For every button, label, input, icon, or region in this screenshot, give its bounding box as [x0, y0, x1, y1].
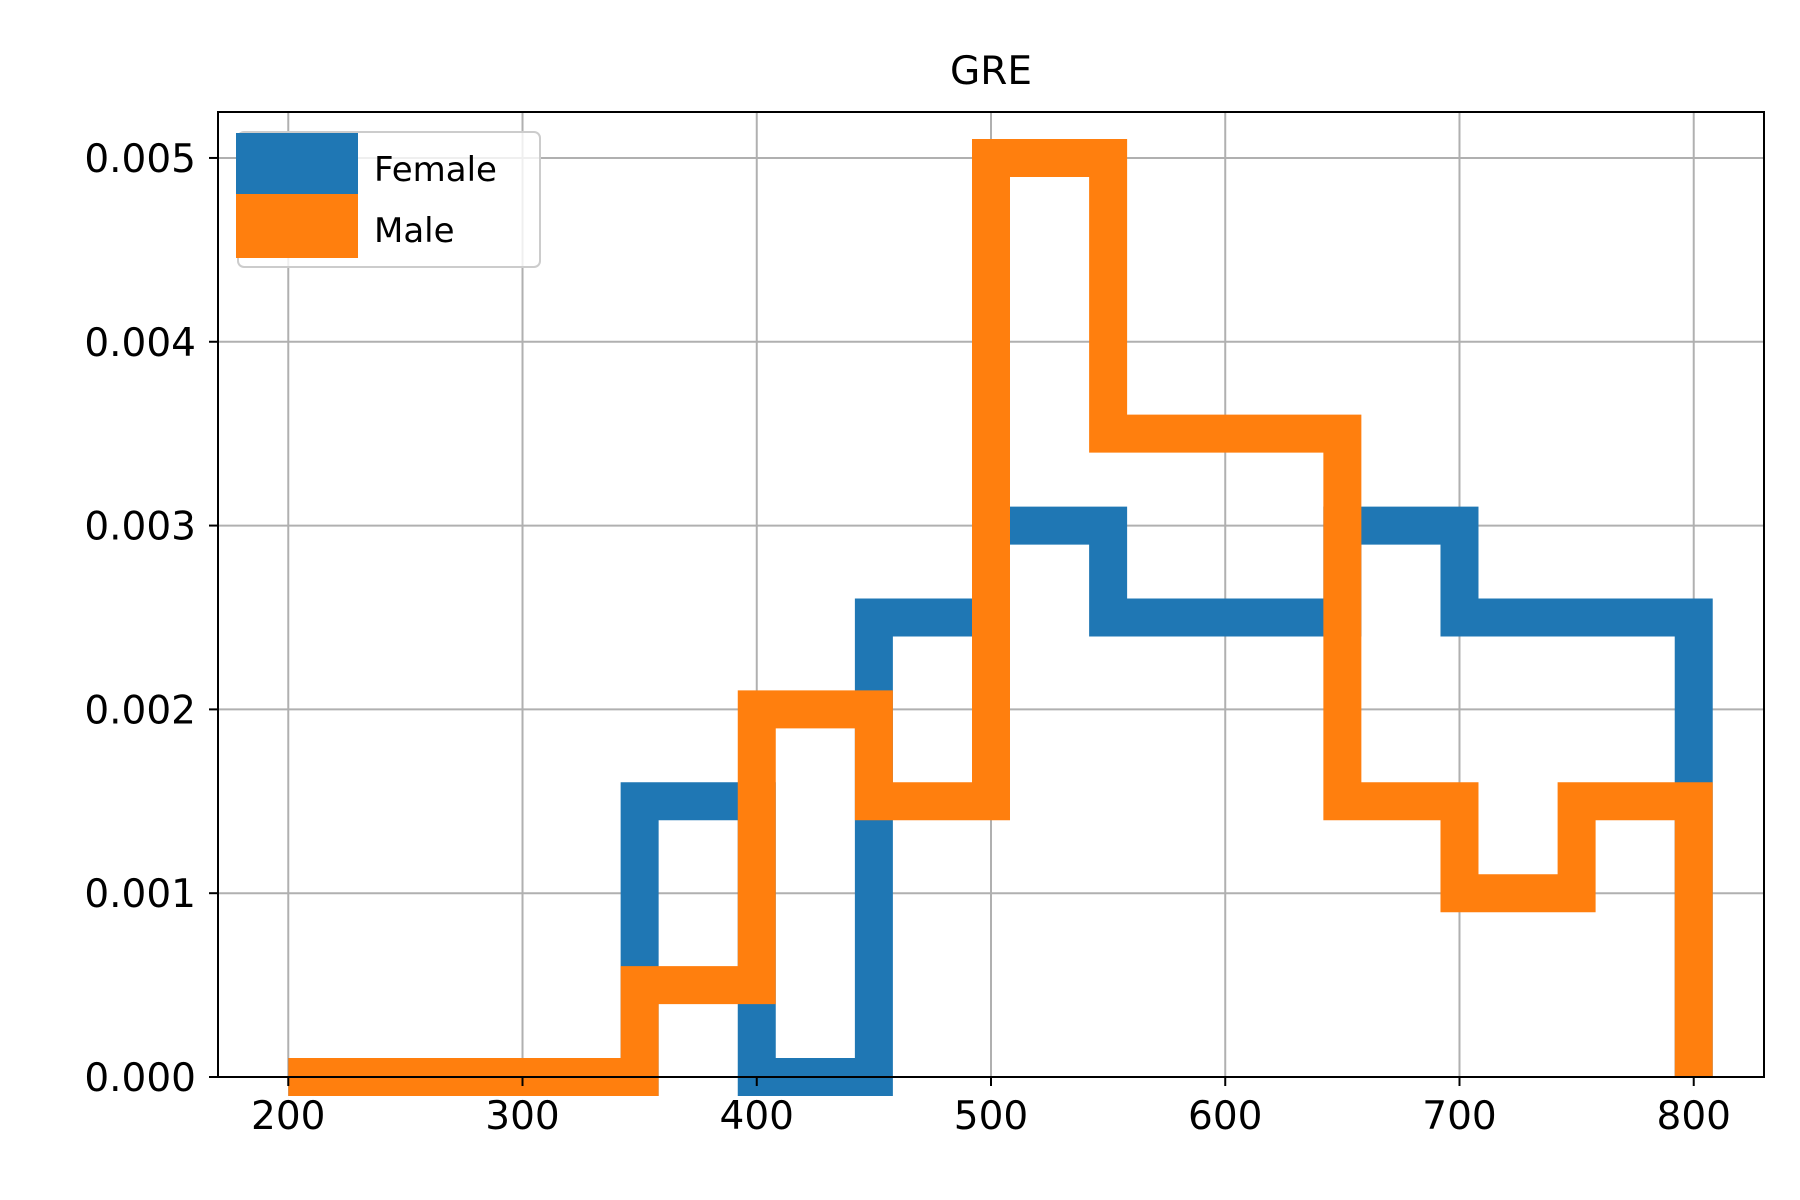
x-tick-label: 400 — [720, 1094, 794, 1139]
y-tick-label: 0.002 — [84, 688, 196, 733]
x-tick-label: 200 — [251, 1094, 325, 1139]
histogram-series-male — [288, 138, 1713, 1096]
x-tick-label: 600 — [1188, 1094, 1262, 1139]
legend-swatch-male — [236, 194, 358, 258]
chart-title: GRE — [950, 49, 1032, 94]
y-tick-label: 0.001 — [84, 872, 196, 917]
legend-swatch-female — [236, 133, 358, 197]
y-tick-label: 0.003 — [84, 505, 196, 550]
y-tick-label: 0.000 — [84, 1056, 196, 1101]
y-tick-label: 0.004 — [84, 321, 196, 366]
y-tick-label: 0.005 — [84, 137, 196, 182]
legend-label-male: Male — [374, 211, 455, 251]
legend-label-female: Female — [374, 150, 497, 190]
plot-area — [288, 138, 1713, 1096]
axis-ticks: 200 300 400 500 600 700 800 0.000 0.001 0.002 0.00… — [84, 137, 1731, 1139]
x-tick-label: 300 — [485, 1094, 559, 1139]
legend: Female Male — [236, 131, 541, 268]
x-tick-label: 800 — [1657, 1094, 1731, 1139]
x-tick-label: 700 — [1422, 1094, 1496, 1139]
x-tick-label: 500 — [954, 1094, 1028, 1139]
